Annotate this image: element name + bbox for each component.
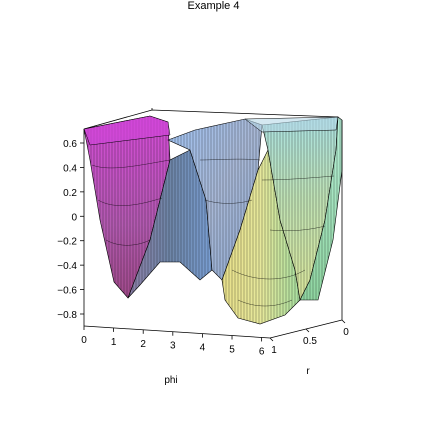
y-axis-label: r (306, 366, 310, 377)
z-tick-label: 0 (71, 212, 77, 223)
bounding-box-back (83, 108, 339, 130)
y-tick (341, 319, 346, 324)
y-tick (269, 337, 274, 342)
x-tick-label: 2 (140, 339, 146, 350)
z-tick-label: −0.4 (57, 261, 77, 272)
x-tick-label: 5 (229, 345, 235, 356)
x-tick-label: 6 (259, 346, 265, 357)
x-tick-label: 0 (81, 335, 87, 346)
x-axis: 0 1 2 3 4 5 6 (81, 326, 265, 357)
y-tick-label: 0.5 (303, 336, 317, 347)
chart-title: Example 4 (187, 0, 240, 12)
z-tick-label: −0.8 (57, 310, 77, 321)
z-axis: 0.6 0.4 0.2 0 −0.2 −0.4 −0.6 −0.8 (57, 139, 84, 321)
y-tick-label: 0 (343, 327, 349, 338)
z-tick-label: −0.2 (57, 237, 77, 248)
x-axis-label: phi (164, 375, 177, 386)
z-tick-label: −0.6 (57, 286, 77, 297)
z-tick-label: 0.6 (63, 139, 77, 150)
x-tick-label: 1 (111, 337, 117, 348)
y-axis: 10.50 (269, 319, 349, 356)
x-tick-label: 4 (200, 343, 206, 354)
y-tick-label: 1 (271, 345, 277, 356)
z-tick-label: 0.4 (63, 163, 77, 174)
surface (83, 115, 343, 325)
y-tick (305, 328, 310, 333)
x-tick-label: 3 (170, 341, 176, 352)
z-tick-label: 0.2 (63, 188, 77, 199)
